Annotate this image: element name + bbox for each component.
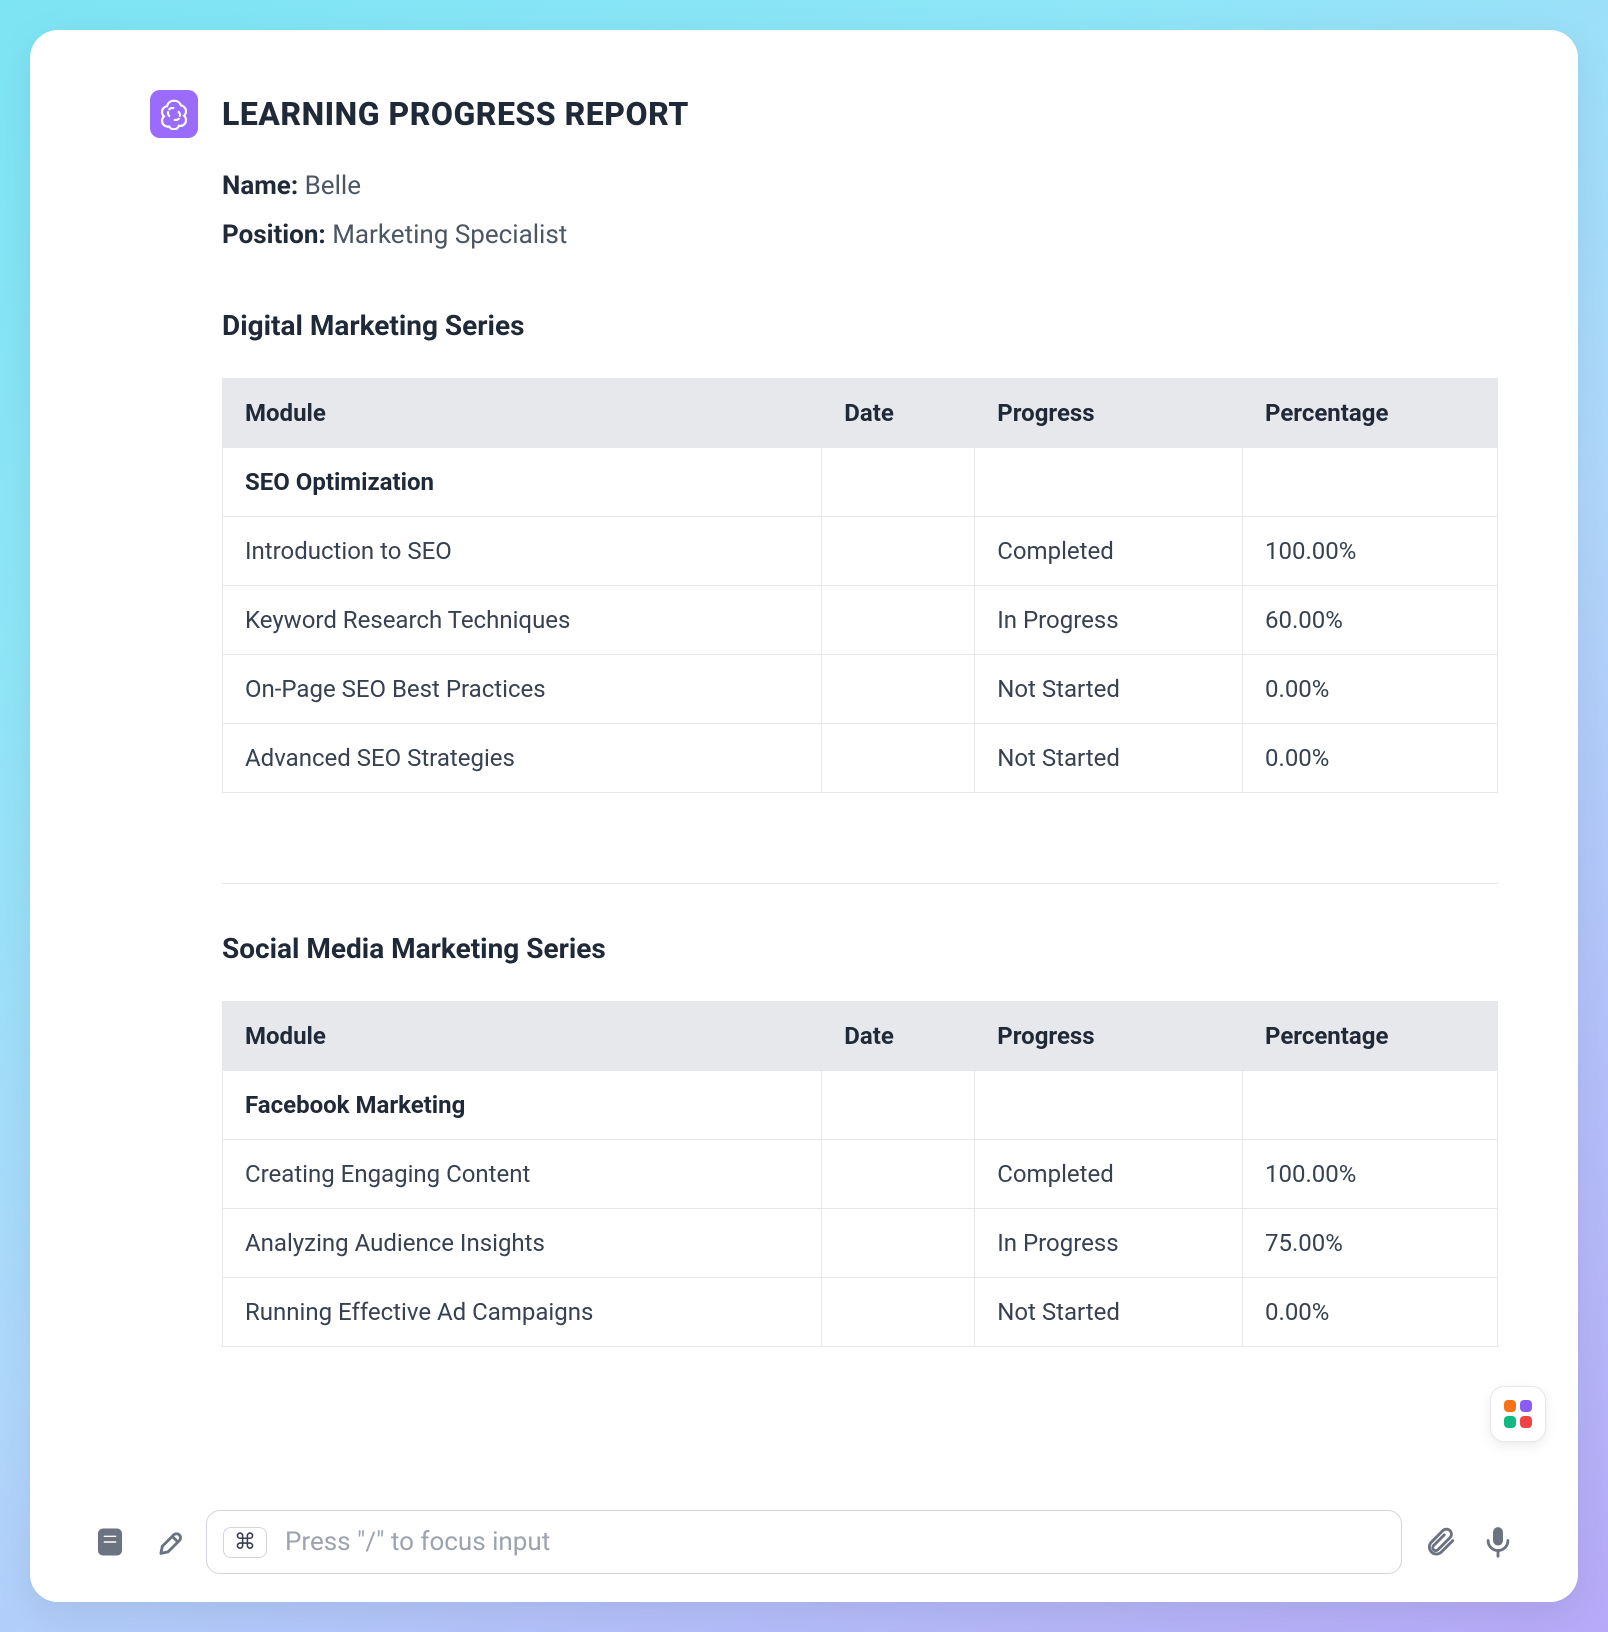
apps-button[interactable] xyxy=(1490,1386,1546,1442)
page-title: LEARNING PROGRESS REPORT xyxy=(222,95,689,133)
col-percentage: Percentage xyxy=(1243,1001,1498,1070)
cell-percentage: 100.00% xyxy=(1243,516,1498,585)
cell-date xyxy=(822,654,975,723)
cell-module: Analyzing Audience Insights xyxy=(223,1208,822,1277)
position-row: Position: Marketing Specialist xyxy=(222,211,1498,260)
title-row: LEARNING PROGRESS REPORT xyxy=(150,90,1498,138)
cell-percentage: 75.00% xyxy=(1243,1208,1498,1277)
app-logo-icon xyxy=(150,90,198,138)
book-icon[interactable] xyxy=(90,1522,130,1562)
table-row: Creating Engaging Content Completed 100.… xyxy=(223,1139,1498,1208)
cell-module: On-Page SEO Best Practices xyxy=(223,654,822,723)
cell-date xyxy=(822,1277,975,1346)
cell-module: Creating Engaging Content xyxy=(223,1139,822,1208)
cell-percentage: 0.00% xyxy=(1243,723,1498,792)
cell-progress: Completed xyxy=(975,516,1243,585)
microphone-icon[interactable] xyxy=(1478,1522,1518,1562)
cell-date xyxy=(822,1139,975,1208)
cell-date xyxy=(822,1208,975,1277)
group-name: SEO Optimization xyxy=(223,447,822,516)
cell-progress: Not Started xyxy=(975,1277,1243,1346)
col-progress: Progress xyxy=(975,378,1243,447)
table-header-row: Module Date Progress Percentage xyxy=(223,1001,1498,1070)
table-group-row: SEO Optimization xyxy=(223,447,1498,516)
attachment-icon[interactable] xyxy=(1420,1522,1460,1562)
section-title-1: Social Media Marketing Series xyxy=(222,932,1498,965)
table-header-row: Module Date Progress Percentage xyxy=(223,378,1498,447)
name-row: Name: Belle xyxy=(222,162,1498,211)
group-name: Facebook Marketing xyxy=(223,1070,822,1139)
table-row: Advanced SEO Strategies Not Started 0.00… xyxy=(223,723,1498,792)
cell-percentage: 100.00% xyxy=(1243,1139,1498,1208)
table-row: On-Page SEO Best Practices Not Started 0… xyxy=(223,654,1498,723)
table-row: Analyzing Audience Insights In Progress … xyxy=(223,1208,1498,1277)
content-area: LEARNING PROGRESS REPORT Name: Belle Pos… xyxy=(30,30,1578,1482)
section-title-0: Digital Marketing Series xyxy=(222,309,1498,342)
person-meta: Name: Belle Position: Marketing Speciali… xyxy=(222,162,1498,261)
cell-progress: Not Started xyxy=(975,723,1243,792)
cell-percentage: 0.00% xyxy=(1243,1277,1498,1346)
position-value: Marketing Specialist xyxy=(332,220,567,250)
col-date: Date xyxy=(822,1001,975,1070)
col-progress: Progress xyxy=(975,1001,1243,1070)
cell-progress: Completed xyxy=(975,1139,1243,1208)
chat-input[interactable]: ⌘ Press "/" to focus input xyxy=(206,1510,1402,1574)
cell-module: Running Effective Ad Campaigns xyxy=(223,1277,822,1346)
col-date: Date xyxy=(822,378,975,447)
cell-module: Advanced SEO Strategies xyxy=(223,723,822,792)
cell-module: Introduction to SEO xyxy=(223,516,822,585)
shortcut-chip: ⌘ xyxy=(223,1527,267,1558)
app-card: LEARNING PROGRESS REPORT Name: Belle Pos… xyxy=(30,30,1578,1602)
progress-table-1: Module Date Progress Percentage Facebook… xyxy=(222,1001,1498,1347)
input-placeholder: Press "/" to focus input xyxy=(285,1527,550,1557)
cell-date xyxy=(822,585,975,654)
cell-date xyxy=(822,516,975,585)
cell-progress: In Progress xyxy=(975,585,1243,654)
cell-progress: In Progress xyxy=(975,1208,1243,1277)
table-row: Keyword Research Techniques In Progress … xyxy=(223,585,1498,654)
cell-percentage: 0.00% xyxy=(1243,654,1498,723)
cell-percentage: 60.00% xyxy=(1243,585,1498,654)
name-label: Name: xyxy=(222,171,298,201)
col-module: Module xyxy=(223,1001,822,1070)
table-group-row: Facebook Marketing xyxy=(223,1070,1498,1139)
col-percentage: Percentage xyxy=(1243,378,1498,447)
pen-icon[interactable] xyxy=(148,1522,188,1562)
table-row: Introduction to SEO Completed 100.00% xyxy=(223,516,1498,585)
col-module: Module xyxy=(223,378,822,447)
name-value: Belle xyxy=(305,171,361,201)
position-label: Position: xyxy=(222,220,326,250)
cell-date xyxy=(822,723,975,792)
progress-table-0: Module Date Progress Percentage SEO Opti… xyxy=(222,378,1498,793)
table-row: Running Effective Ad Campaigns Not Start… xyxy=(223,1277,1498,1346)
cell-progress: Not Started xyxy=(975,654,1243,723)
input-bar: ⌘ Press "/" to focus input xyxy=(30,1482,1578,1602)
apps-grid-icon xyxy=(1504,1400,1532,1428)
cell-module: Keyword Research Techniques xyxy=(223,585,822,654)
section-divider xyxy=(222,883,1498,884)
